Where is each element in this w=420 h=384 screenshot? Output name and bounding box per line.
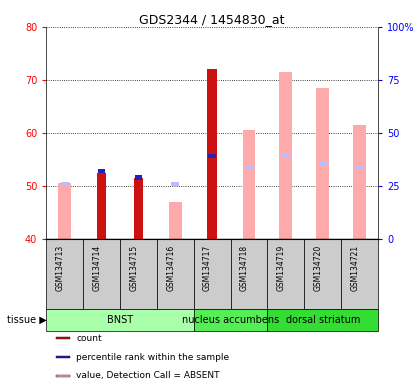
Text: count: count bbox=[76, 334, 102, 343]
Bar bbox=[98, 169, 105, 173]
Text: GSM134719: GSM134719 bbox=[277, 245, 286, 291]
Bar bbox=[61, 182, 68, 186]
Text: value, Detection Call = ABSENT: value, Detection Call = ABSENT bbox=[76, 371, 220, 381]
Text: tissue ▶: tissue ▶ bbox=[7, 315, 47, 325]
Bar bbox=[282, 154, 290, 159]
Bar bbox=[242, 130, 255, 239]
Bar bbox=[356, 165, 363, 169]
Text: GSM134717: GSM134717 bbox=[203, 245, 212, 291]
Bar bbox=[56, 374, 70, 377]
Bar bbox=[46, 239, 83, 309]
Bar bbox=[304, 239, 341, 309]
Bar bbox=[56, 337, 70, 339]
Bar bbox=[208, 154, 216, 159]
Bar bbox=[194, 309, 268, 331]
Text: nucleus accumbens: nucleus accumbens bbox=[182, 315, 279, 325]
Bar bbox=[245, 165, 253, 169]
Bar bbox=[268, 309, 378, 331]
Text: GSM134713: GSM134713 bbox=[55, 245, 65, 291]
Text: BNST: BNST bbox=[107, 315, 133, 325]
Text: GSM134721: GSM134721 bbox=[351, 245, 360, 291]
Bar bbox=[46, 309, 194, 331]
Bar bbox=[157, 239, 194, 309]
Bar bbox=[353, 125, 366, 239]
Text: percentile rank within the sample: percentile rank within the sample bbox=[76, 353, 229, 361]
Bar bbox=[268, 239, 304, 309]
Text: GSM134716: GSM134716 bbox=[166, 245, 175, 291]
Bar bbox=[58, 184, 71, 239]
Text: GSM134715: GSM134715 bbox=[129, 245, 138, 291]
Bar bbox=[83, 239, 120, 309]
Bar bbox=[279, 72, 292, 239]
Bar bbox=[97, 173, 106, 239]
Text: GSM134714: GSM134714 bbox=[92, 245, 102, 291]
Bar bbox=[319, 161, 327, 165]
Bar bbox=[135, 175, 142, 180]
Text: dorsal striatum: dorsal striatum bbox=[286, 315, 360, 325]
Bar bbox=[341, 239, 378, 309]
Bar bbox=[194, 239, 231, 309]
Bar bbox=[207, 70, 217, 239]
Bar bbox=[316, 88, 329, 239]
Bar bbox=[171, 182, 179, 186]
Bar bbox=[134, 178, 143, 239]
Bar bbox=[231, 239, 268, 309]
Title: GDS2344 / 1454830_at: GDS2344 / 1454830_at bbox=[139, 13, 285, 26]
Text: GSM134718: GSM134718 bbox=[240, 245, 249, 291]
Text: GSM134720: GSM134720 bbox=[314, 245, 323, 291]
Bar bbox=[169, 202, 182, 239]
Bar bbox=[56, 356, 70, 358]
Bar bbox=[120, 239, 157, 309]
